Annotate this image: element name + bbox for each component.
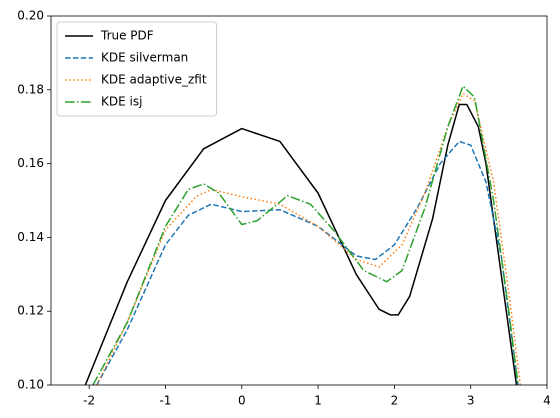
series-line — [92, 85, 519, 385]
x-tick-label: 3 — [467, 394, 475, 408]
x-tick-label: 0 — [238, 394, 246, 408]
lines — [84, 85, 522, 385]
series-line — [84, 103, 518, 385]
legend-box — [56, 21, 218, 117]
x-tick-label: -1 — [159, 394, 171, 408]
legend-label: KDE adaptive_zfit — [101, 73, 207, 87]
x-tick-label: 4 — [543, 394, 551, 408]
y-tick-label: 0.20 — [17, 9, 44, 23]
plot-frame — [50, 15, 548, 386]
legend-label: KDE silverman — [101, 51, 188, 65]
x-tick-label: -2 — [83, 394, 95, 408]
y-tick-label: 0.10 — [17, 378, 44, 392]
y-tick-label: 0.16 — [17, 156, 44, 170]
series-line — [96, 92, 522, 385]
x-tick-label: 2 — [391, 394, 399, 408]
y-tick-label: 0.18 — [17, 82, 44, 96]
x-tick-label: 1 — [314, 394, 322, 408]
series-line — [96, 140, 519, 385]
y-tick-label: 0.12 — [17, 304, 44, 318]
legend-label: KDE isj — [101, 95, 142, 109]
y-tick-label: 0.14 — [17, 230, 44, 244]
legend-label: True PDF — [100, 29, 154, 43]
